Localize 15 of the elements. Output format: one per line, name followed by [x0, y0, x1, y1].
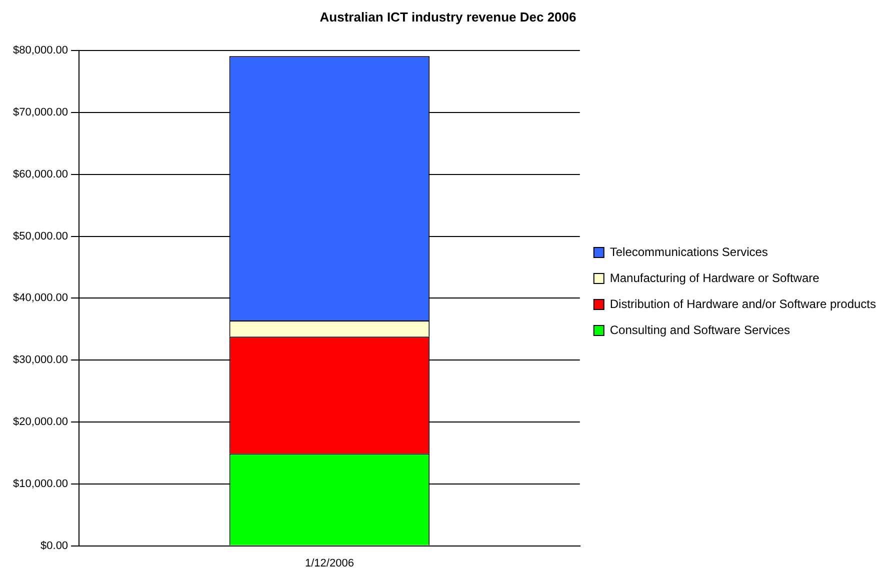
y-tick-label: $70,000.00	[12, 106, 68, 119]
y-tick-label: $60,000.00	[12, 168, 68, 180]
legend-label: Consulting and Software Services	[610, 322, 790, 337]
chart-title: Australian ICT industry revenue Dec 2006	[320, 9, 576, 24]
y-tick-label: $10,000.00	[12, 478, 68, 490]
legend-label: Manufacturing of Hardware or Software	[610, 270, 820, 285]
x-tick-label: 1/12/2006	[304, 557, 354, 570]
y-tick-label: $40,000.00	[12, 292, 68, 304]
y-tick-label: $20,000.00	[12, 416, 68, 428]
y-tick-label: $80,000.00	[12, 44, 68, 57]
legend-label: Distribution of Hardware and/or Software products	[610, 296, 876, 311]
legend-label: Telecommunications Services	[610, 244, 768, 259]
y-tick-label: $30,000.00	[12, 354, 68, 366]
y-tick-label: $0.00	[40, 540, 68, 552]
y-tick-label: $50,000.00	[12, 230, 68, 242]
